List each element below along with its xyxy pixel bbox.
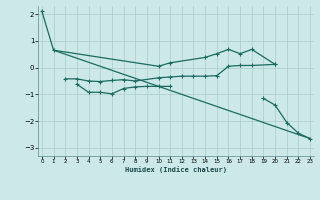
X-axis label: Humidex (Indice chaleur): Humidex (Indice chaleur): [125, 167, 227, 173]
